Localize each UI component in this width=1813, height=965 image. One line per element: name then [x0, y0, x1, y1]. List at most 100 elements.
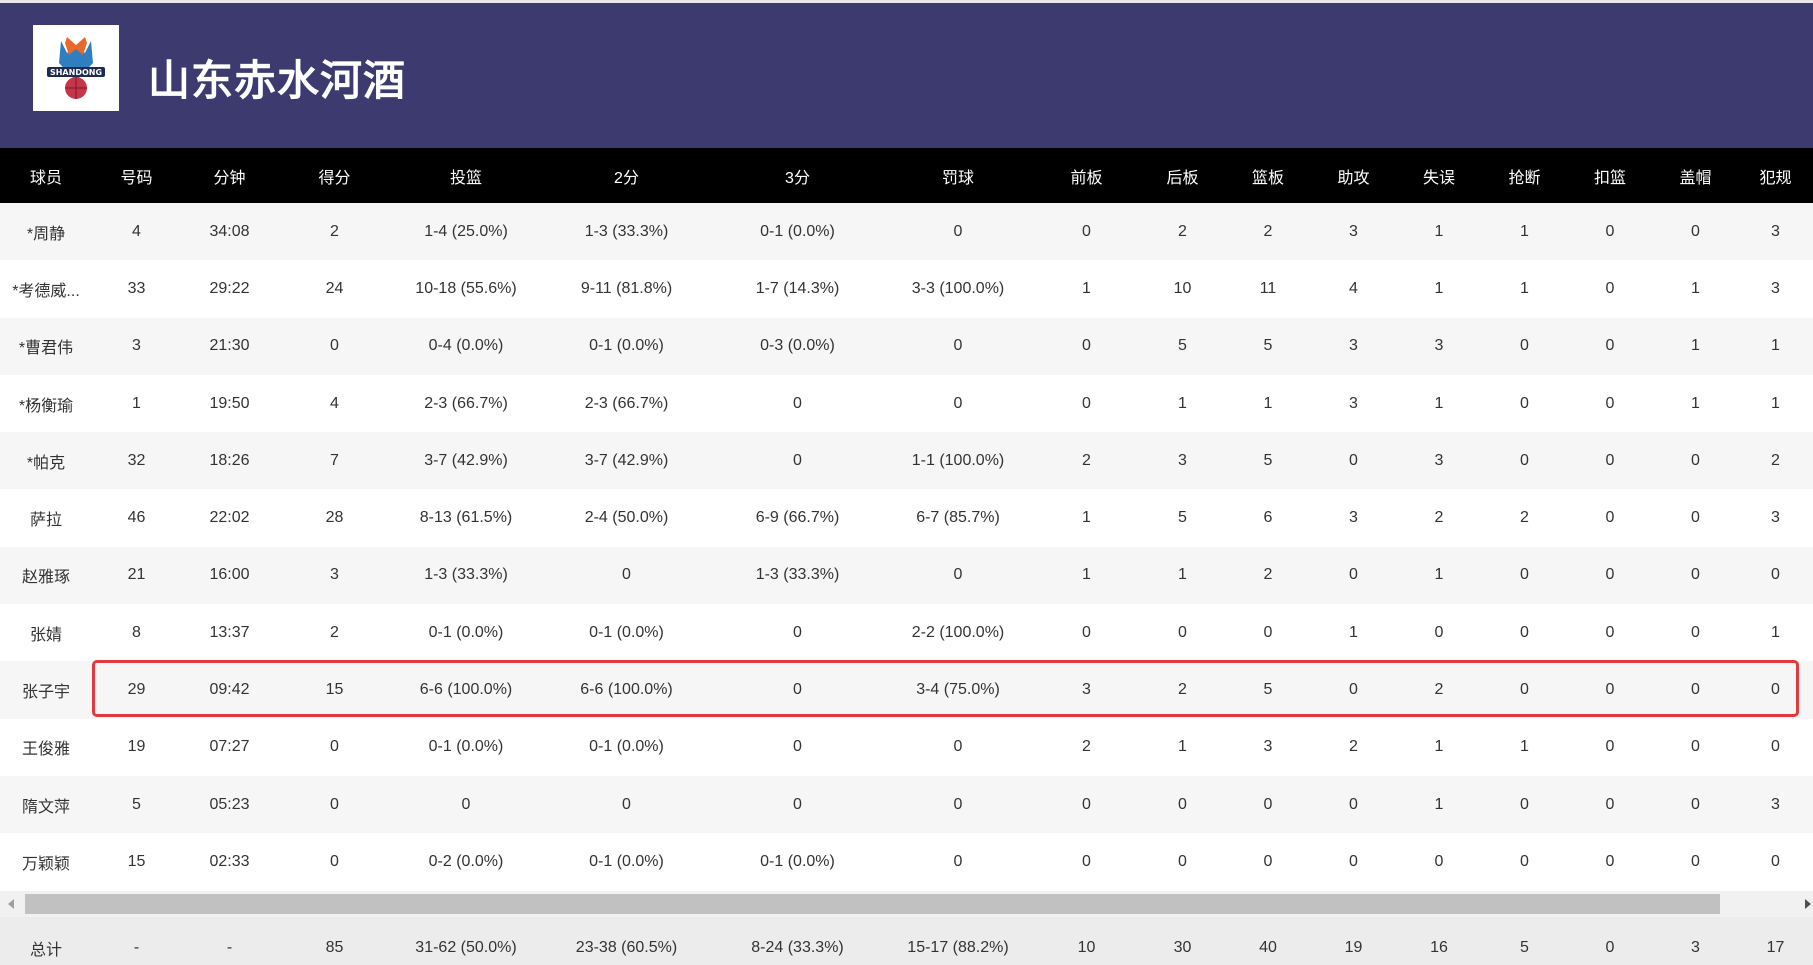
cell: 4	[1349, 279, 1358, 297]
cell: 罚球	[941, 169, 974, 187]
cell: 4	[132, 222, 141, 240]
cell: 0	[1178, 852, 1187, 870]
cell: 0	[1520, 394, 1529, 412]
cell: 失误	[1422, 169, 1455, 187]
cell: 24	[325, 279, 344, 297]
table-header-row: 球员 号码 分钟 得分 投篮 2分 3分 罚球 前板 后板 篮板 助攻 失误 抢断 扣篮 盖帽 犯规	[0, 148, 1813, 203]
cell: 0	[1520, 337, 1529, 355]
cell: 0	[1691, 852, 1700, 870]
cell: 0-4 (0.0%)	[428, 337, 504, 355]
table-row: *周静 4 34:08 2 1-4 (25.0%) 1-3 (33.3%) 0-1 (0.0…	[0, 203, 1813, 261]
cell: 0	[1605, 451, 1615, 469]
cell: 0	[1263, 623, 1273, 641]
cell: 6-7 (85.7%)	[916, 509, 1000, 527]
cell: 1	[1178, 394, 1187, 412]
team-header: SHANDONG 山东赤水河酒	[0, 0, 1813, 148]
cell: 0	[1691, 623, 1700, 641]
total-cell: 总计	[29, 942, 62, 959]
player-name: 隋文萍	[21, 798, 70, 816]
cell: 15	[127, 852, 146, 870]
cell: 0-2 (0.0%)	[428, 852, 504, 870]
cell: 1	[1434, 738, 1444, 756]
cell: 10-18 (55.6%)	[415, 279, 517, 297]
table-row: 赵雅琢 21 16:00 3 1-3 (33.3%) 0 1-3 (33.3%) 0 1 1 2 0 1…	[0, 546, 1813, 605]
cell: 0	[1263, 795, 1273, 813]
player-name: 赵雅琢	[21, 569, 70, 587]
scroll-left-arrow-icon[interactable]	[8, 899, 14, 909]
cell: 1	[1082, 566, 1091, 584]
cell: 0	[953, 222, 963, 240]
cell: 盖帽	[1679, 169, 1712, 187]
cell: 助攻	[1337, 169, 1370, 187]
cell: 9-11 (81.8%)	[580, 279, 673, 297]
cell: 1	[1520, 279, 1529, 297]
cell: 5	[1263, 451, 1273, 469]
cell: 2	[1434, 509, 1444, 527]
cell: 1	[1434, 795, 1444, 813]
cell: 29	[127, 681, 146, 699]
cell: 3-7 (42.9%)	[584, 451, 669, 469]
table-row: *考德威... 33 29:22 24 10-18 (55.6%) 9-11 (81.8%…	[0, 260, 1813, 318]
cell: 3-3 (100.0%)	[911, 279, 1005, 297]
cell: 34:08	[209, 222, 250, 240]
cell: 0	[1771, 681, 1780, 699]
cell: 0-1 (0.0%)	[428, 738, 504, 756]
cell: 1	[1178, 566, 1187, 584]
cell: 0	[1520, 623, 1529, 641]
totals-row: 总计 - - 85 31-62 (50.0%) 23-38 (60.5%) 8-24 (33…	[0, 917, 1813, 965]
cell: 32	[127, 451, 146, 469]
cell: 5	[1263, 337, 1273, 355]
table-row: 张子宇 29 09:42 15 6-6 (100.0%) 6-6 (100.0%) 0 3-4…	[0, 661, 1813, 719]
cell: 3	[330, 566, 339, 584]
cell: 2	[1178, 222, 1187, 240]
cell: 1	[1520, 738, 1529, 756]
cell: 0	[1691, 681, 1700, 699]
total-cell: 17	[1766, 939, 1785, 956]
cell: 2	[1349, 738, 1358, 756]
cell: 0	[793, 451, 802, 469]
cell: 分钟	[213, 169, 246, 187]
cell: 0	[953, 394, 963, 412]
total-cell: 10	[1077, 939, 1096, 956]
cell: 02:33	[209, 852, 250, 870]
cell: 得分	[318, 169, 351, 187]
cell: 3	[1082, 681, 1091, 699]
cell: 3	[1349, 337, 1358, 355]
cell: 3	[1771, 795, 1780, 813]
cell: 5	[1263, 681, 1273, 699]
cell: 犯规	[1759, 169, 1792, 187]
cell: 0-1 (0.0%)	[589, 738, 664, 756]
cell: 0	[1605, 509, 1615, 527]
total-cell: 19	[1344, 939, 1363, 956]
cell: 3	[1771, 279, 1780, 297]
cell: 1	[1434, 394, 1444, 412]
cell: 投篮	[449, 169, 482, 187]
cell: 1	[1434, 222, 1444, 240]
cell: 0	[1082, 852, 1091, 870]
cell: 0	[1691, 509, 1700, 527]
cell: 6	[1263, 509, 1273, 527]
player-name: 萨拉	[29, 512, 62, 530]
horizontal-scrollbar[interactable]	[0, 891, 1813, 917]
cell: 0	[1349, 852, 1358, 870]
cell: 1-3 (33.3%)	[424, 566, 508, 584]
svg-text:SHANDONG: SHANDONG	[50, 68, 102, 77]
cell: 13:37	[209, 623, 250, 641]
scrollbar-thumb[interactable]	[25, 894, 1720, 914]
cell: 2-3 (66.7%)	[584, 394, 669, 412]
cell: 0	[953, 852, 963, 870]
cell: 7	[330, 451, 339, 469]
cell: 1	[1434, 566, 1444, 584]
cell: 0	[793, 394, 802, 412]
cell: 0	[1605, 222, 1615, 240]
cell: 10	[1173, 279, 1192, 297]
cell: 0-1 (0.0%)	[589, 852, 664, 870]
cell: 前板	[1070, 169, 1103, 187]
scroll-right-arrow-icon[interactable]	[1805, 899, 1811, 909]
cell: 0	[622, 795, 631, 813]
cell: 1	[1771, 394, 1780, 412]
box-score-table: 球员 号码 分钟 得分 投篮 2分 3分 罚球 前板 后板 篮板 助攻 失误 抢断 扣篮 盖帽 犯规 *周静 4 34…	[0, 148, 1813, 891]
cell: 2	[1434, 681, 1444, 699]
cell: 球员	[29, 169, 62, 187]
cell: 0	[1178, 623, 1187, 641]
